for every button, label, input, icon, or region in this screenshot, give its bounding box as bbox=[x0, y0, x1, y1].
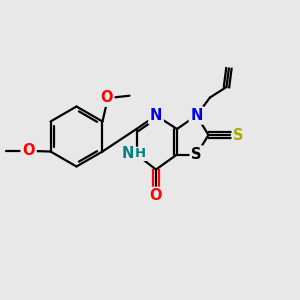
Text: O: O bbox=[150, 188, 162, 203]
Text: O: O bbox=[100, 90, 112, 105]
Text: N: N bbox=[150, 108, 162, 123]
Text: S: S bbox=[233, 128, 244, 142]
Text: S: S bbox=[191, 147, 202, 162]
Text: H: H bbox=[135, 147, 146, 161]
Text: O: O bbox=[22, 143, 35, 158]
Text: N: N bbox=[121, 146, 134, 161]
Text: O: O bbox=[100, 90, 112, 105]
Text: N: N bbox=[190, 108, 203, 123]
Text: O: O bbox=[22, 143, 35, 158]
